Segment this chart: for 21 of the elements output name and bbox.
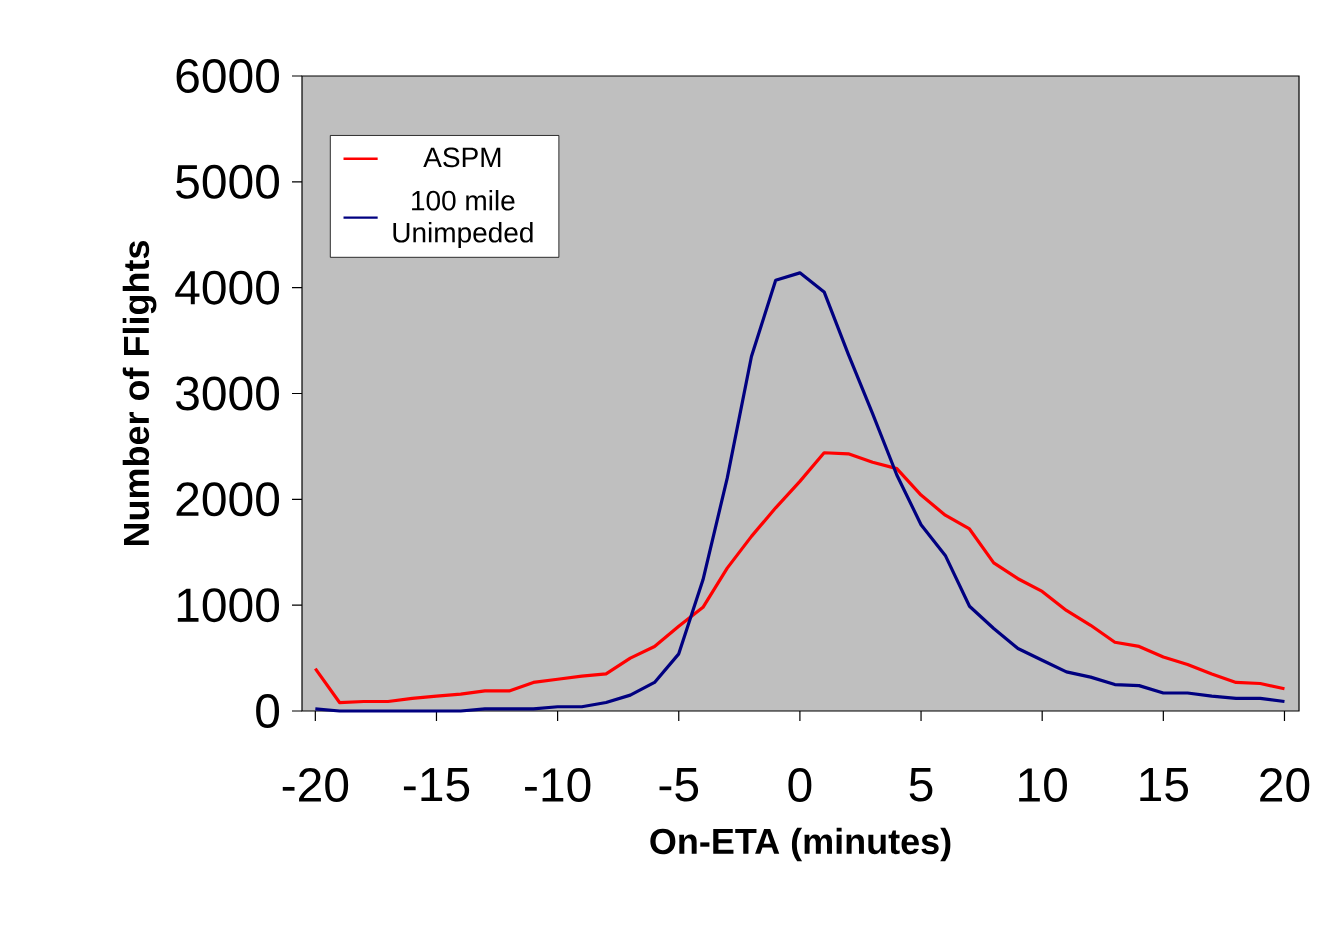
y-tick-label: 2000 <box>176 482 280 517</box>
line-series <box>313 451 1287 705</box>
x-tick-label: 5 <box>909 768 933 802</box>
y-tick-label: 4000 <box>175 270 280 305</box>
y-tick-label: 0 <box>256 694 280 728</box>
y-tick-label: 6000 <box>176 59 280 93</box>
legend-label: 100 mile Unimpeded <box>393 190 533 249</box>
x-axis-title: On-ETA (minutes) <box>650 827 951 862</box>
x-tick-label: -20 <box>282 768 349 803</box>
y-tick-label: 3000 <box>175 376 280 411</box>
y-tick-label: 5000 <box>176 164 280 199</box>
x-tick-label: 0 <box>788 768 812 803</box>
x-tick-label: -15 <box>403 768 470 802</box>
legend-label: ASPM <box>423 147 501 168</box>
y-axis-title: Number of Flights <box>122 240 157 546</box>
x-tick-label: 15 <box>1140 768 1189 802</box>
x-tick-label: 10 <box>1019 768 1067 803</box>
x-tick-label: -5 <box>659 768 699 802</box>
x-tick-label: -10 <box>525 768 591 803</box>
x-tick-label: 20 <box>1260 768 1310 803</box>
y-tick-label: 1000 <box>177 588 280 623</box>
